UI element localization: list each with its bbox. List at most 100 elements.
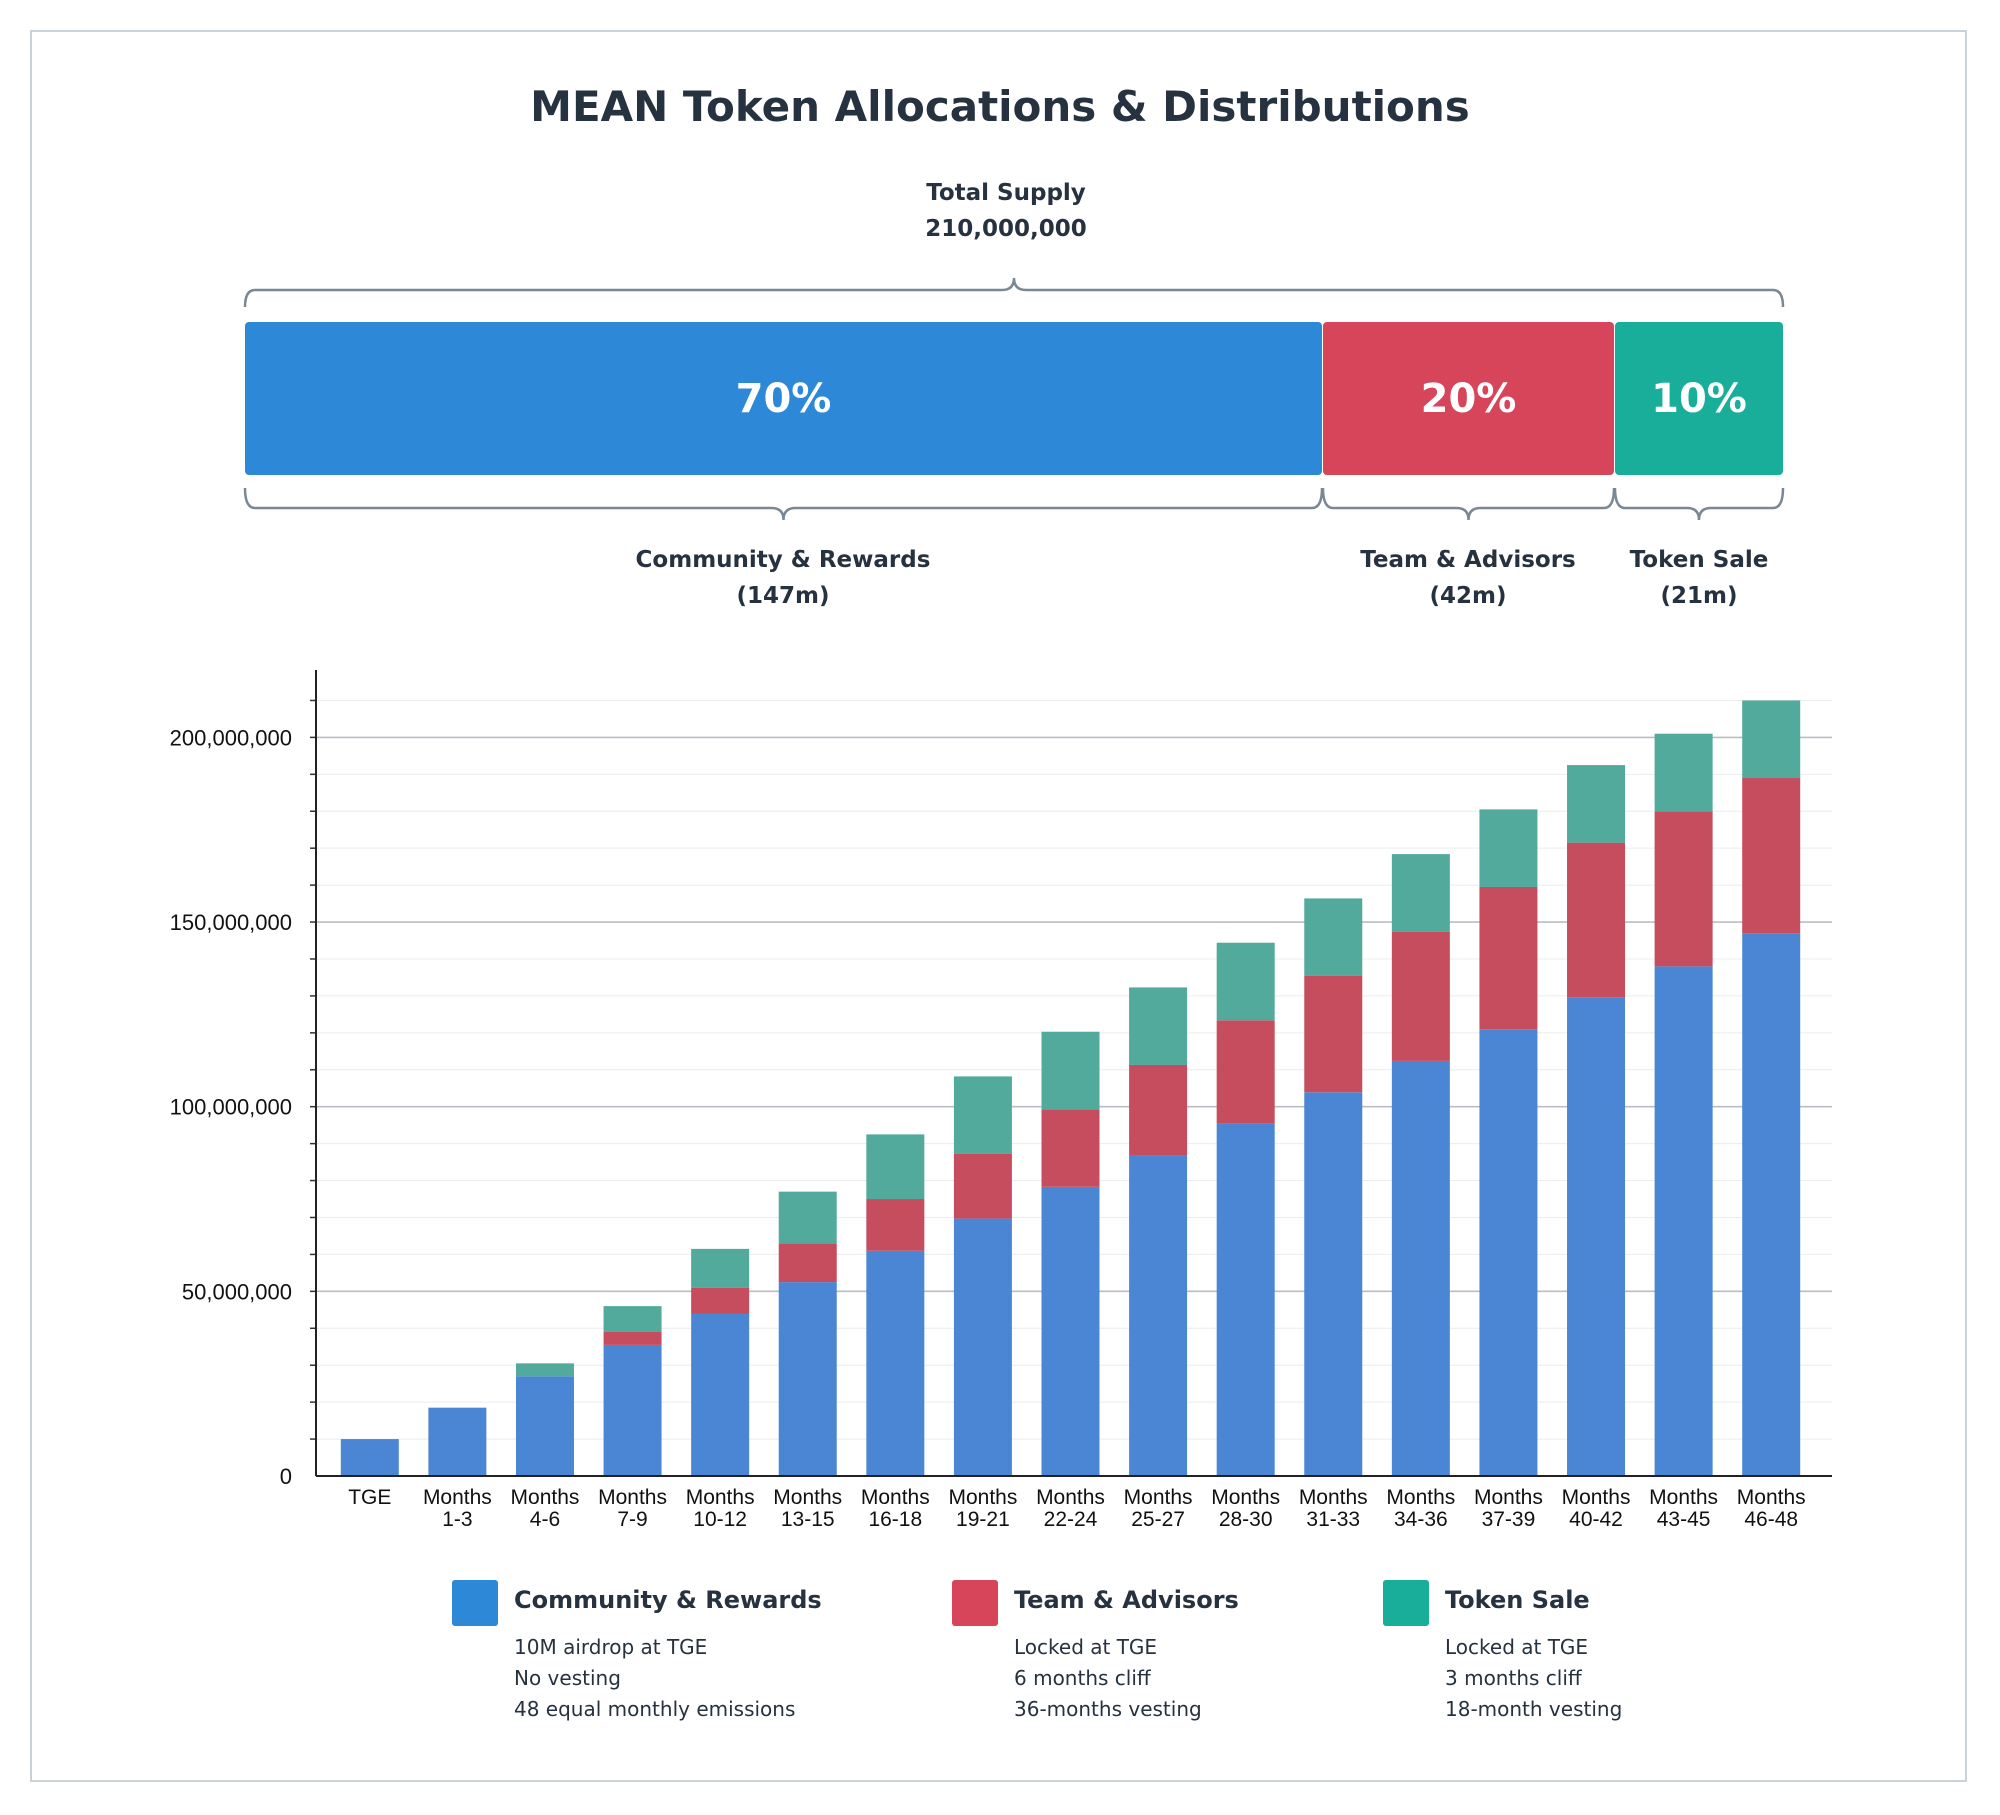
legend-note: Locked at TGE	[1014, 1635, 1158, 1659]
x-tick-label: 13-15	[781, 1508, 835, 1531]
legend-note: 48 equal monthly emissions	[514, 1697, 796, 1721]
bar-segment-community	[1391, 1060, 1450, 1476]
x-tick-label: 34-36	[1394, 1508, 1448, 1531]
bar-segment-community	[1479, 1029, 1538, 1476]
allocation-pct-token-sale: 10%	[1651, 375, 1747, 422]
x-tick-label: Months	[598, 1486, 667, 1509]
legend-note: 36-months vesting	[1014, 1697, 1202, 1721]
total-supply-value: 210,000,000	[925, 216, 1087, 242]
allocation-pct-team: 20%	[1420, 375, 1517, 422]
allocation-amount-token-sale: (21m)	[1660, 583, 1738, 609]
bar-segment-community	[1304, 1092, 1363, 1476]
x-tick-label: 46-48	[1744, 1508, 1798, 1531]
bar-segment-token-sale	[1567, 765, 1626, 843]
total-supply-brace	[243, 277, 1785, 308]
allocation-bar-team: 20%	[1323, 322, 1614, 475]
allocation-brackets	[243, 277, 1785, 521]
bar-segment-token-sale	[866, 1134, 925, 1200]
x-tick-label: 37-39	[1482, 1508, 1536, 1531]
legend-note: 10M airdrop at TGE	[514, 1635, 708, 1659]
legend-note: Locked at TGE	[1445, 1635, 1589, 1659]
x-tick-label: Months	[1124, 1486, 1193, 1509]
allocation-amount-team: (42m)	[1429, 583, 1507, 609]
legend-title-token-sale: Token Sale	[1445, 1586, 1590, 1614]
bar-segment-token-sale	[953, 1076, 1012, 1154]
bar-segment-community	[515, 1376, 574, 1476]
x-tick-label: Months	[1474, 1486, 1543, 1509]
bar-segment-team	[1479, 886, 1538, 1030]
bar-segment-token-sale	[1129, 987, 1188, 1065]
allocation-bar-token-sale: 10%	[1615, 322, 1783, 475]
team-brace	[1321, 487, 1616, 521]
x-tick-label: Months	[1649, 1486, 1718, 1509]
legend-note: 6 months cliff	[1014, 1666, 1151, 1690]
bar-segment-team	[1654, 811, 1713, 967]
x-tick-label: Months	[1737, 1486, 1806, 1509]
x-tick-label: 31-33	[1306, 1508, 1360, 1531]
legend-swatch-community	[452, 1580, 498, 1626]
x-tick-label: 43-45	[1657, 1508, 1711, 1531]
bar-segment-community	[1216, 1123, 1275, 1476]
x-tick-label: 10-12	[693, 1508, 747, 1531]
x-tick-label: Months	[686, 1486, 755, 1509]
x-tick-label: 28-30	[1219, 1508, 1273, 1531]
x-tick-label: 19-21	[956, 1508, 1010, 1531]
bar-segment-community	[866, 1250, 925, 1476]
allocation-pct-community: 70%	[735, 375, 832, 422]
bar-segment-team	[1129, 1064, 1188, 1156]
bar-segment-token-sale	[515, 1363, 574, 1377]
bar-segment-team	[1304, 975, 1363, 1093]
bar-segment-token-sale	[1654, 733, 1713, 812]
bar-segment-community	[428, 1407, 487, 1476]
y-tick-label: 100,000,000	[170, 1095, 292, 1120]
legend-note: No vesting	[514, 1666, 621, 1690]
x-tick-label: Months	[1299, 1486, 1368, 1509]
x-tick-label: Months	[861, 1486, 930, 1509]
x-tick-label: Months	[1562, 1486, 1631, 1509]
bar-segment-team	[778, 1243, 837, 1283]
x-tick-label: 1-3	[442, 1508, 472, 1531]
bar-segment-team	[953, 1153, 1012, 1219]
x-tick-label: 7-9	[617, 1508, 647, 1531]
x-tick-label: Months	[1036, 1486, 1105, 1509]
y-tick-label: 0	[280, 1464, 292, 1489]
x-tick-label: Months	[948, 1486, 1017, 1509]
bar-segment-community	[778, 1282, 837, 1476]
bar-segment-token-sale	[1041, 1031, 1100, 1110]
bar-segment-community	[1041, 1186, 1100, 1476]
bar-segment-team	[1567, 842, 1626, 998]
x-tick-label: 4-6	[530, 1508, 560, 1531]
allocation-label-token-sale: Token Sale (21m)	[1599, 542, 1799, 614]
bar-segment-team	[866, 1199, 925, 1251]
y-tick-label: 200,000,000	[170, 725, 292, 750]
bar-segment-community	[603, 1344, 662, 1476]
y-tick-label: 50,000,000	[182, 1279, 292, 1304]
bar-segment-token-sale	[1304, 898, 1363, 976]
token-sale-brace	[1613, 487, 1785, 521]
bar-segment-token-sale	[603, 1306, 662, 1332]
legend-note: 3 months cliff	[1445, 1666, 1582, 1690]
bar-segment-token-sale	[778, 1191, 837, 1244]
x-tick-label: Months	[1386, 1486, 1455, 1509]
bar-segment-community	[953, 1218, 1012, 1476]
bar-segment-token-sale	[1742, 700, 1801, 779]
bar-segment-team	[1391, 931, 1450, 1061]
allocation-bar-community: 70%	[245, 322, 1322, 475]
x-tick-label: 22-24	[1044, 1508, 1098, 1531]
x-tick-label: Months	[423, 1486, 492, 1509]
bar-segment-team	[603, 1331, 662, 1345]
bar-segment-team	[1742, 778, 1801, 934]
bar-segment-community	[340, 1439, 399, 1476]
bar-segment-community	[691, 1313, 750, 1476]
bar-segment-team	[1041, 1109, 1100, 1187]
allocation-label-community: Community & Rewards (147m)	[583, 542, 983, 614]
x-tick-label: Months	[1211, 1486, 1280, 1509]
bar-segment-token-sale	[1216, 942, 1275, 1021]
x-tick-label: Months	[773, 1486, 842, 1509]
bar-segment-token-sale	[691, 1248, 750, 1288]
legend-swatch-token-sale	[1383, 1580, 1429, 1626]
allocation-name-token-sale: Token Sale	[1629, 547, 1769, 573]
legend-swatch-team	[952, 1580, 998, 1626]
x-tick-label: 16-18	[868, 1508, 922, 1531]
allocation-label-team: Team & Advisors (42m)	[1318, 542, 1618, 614]
